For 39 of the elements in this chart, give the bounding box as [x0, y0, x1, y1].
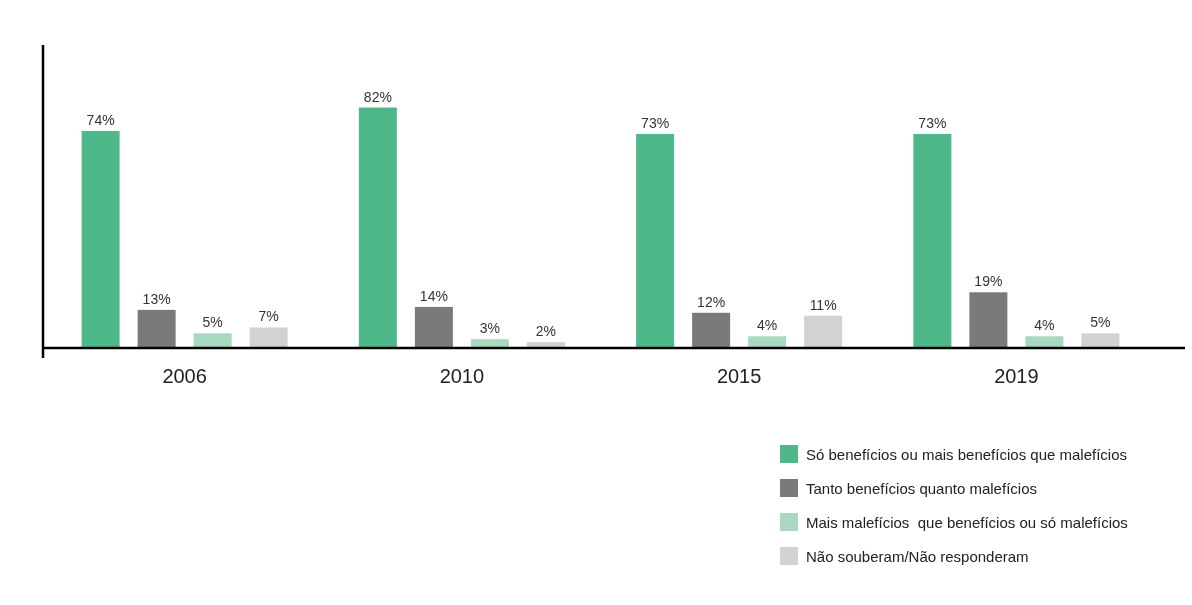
- bar: [137, 309, 176, 348]
- legend-label: Mais malefícios que benefícios ou só malefícios: [806, 514, 1128, 531]
- bar: [81, 130, 120, 348]
- data-label: 74%: [86, 111, 115, 128]
- bar: [470, 339, 509, 348]
- x-tick-label: 2019: [994, 365, 1039, 387]
- data-label: 19%: [974, 273, 1003, 290]
- bar: [969, 292, 1008, 348]
- legend-label: Só benefícios ou mais benefícios que malefícios: [806, 446, 1128, 463]
- bar: [414, 306, 453, 348]
- data-label: 5%: [202, 314, 223, 331]
- data-label: 12%: [697, 293, 726, 310]
- legend-label: Tanto benefícios quanto malefícios: [806, 480, 1037, 497]
- legend-label: Não souberam/Não responderam: [806, 548, 1029, 565]
- data-label: 2%: [535, 323, 556, 340]
- bar: [358, 107, 397, 348]
- x-tick-label: 2006: [162, 365, 207, 387]
- data-label: 5%: [1090, 314, 1111, 331]
- bar: [692, 312, 731, 348]
- x-tick-label: 2010: [439, 365, 485, 387]
- data-label: 82%: [363, 88, 392, 105]
- bar: [913, 133, 952, 348]
- bar: [804, 315, 843, 348]
- data-label: 7%: [258, 308, 279, 325]
- data-label: 73%: [641, 114, 670, 131]
- bar: [249, 327, 288, 348]
- bar: [1081, 333, 1120, 348]
- bar: [1025, 336, 1064, 348]
- data-label: 11%: [809, 296, 837, 313]
- data-label: 3%: [479, 320, 500, 337]
- data-label: 4%: [757, 317, 778, 334]
- bar: [193, 333, 232, 348]
- bar: [636, 133, 675, 348]
- data-label: 73%: [918, 114, 947, 131]
- data-label: 4%: [1034, 317, 1055, 334]
- bar: [748, 336, 787, 348]
- x-tick-label: 2015: [716, 365, 762, 387]
- data-label: 14%: [419, 287, 448, 304]
- data-label: 13%: [142, 290, 171, 307]
